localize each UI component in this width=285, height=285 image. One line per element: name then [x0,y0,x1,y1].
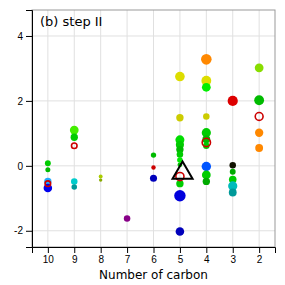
open-point [71,143,77,149]
x-tick: 7 [125,247,131,265]
marks [44,54,264,236]
point [176,227,185,236]
point [203,113,210,120]
x-tick-label: 4 [204,254,210,265]
x-tick-mark [259,247,260,253]
x-tick: 4 [204,247,210,265]
x-tick-mark [233,247,234,253]
x-axis: 2 3 4 5 6 7 8 9 10 [33,247,276,265]
grid-line-x [153,10,154,247]
x-tick: 9 [72,247,78,265]
point [202,162,211,171]
x-tick-label: 7 [125,254,131,265]
point [203,178,210,185]
grid-line-x [100,10,101,247]
point [175,72,185,82]
y-tick-mark [26,166,32,167]
point [150,175,157,182]
x-tick-mark [154,247,155,253]
y-tick-label: -2 [14,225,23,236]
y-tick: 2 [17,96,32,107]
point [45,160,51,166]
background [0,0,285,285]
series-triangle-open [173,161,193,178]
open-point [202,138,210,146]
point [99,175,103,179]
x-tick-label: 5 [178,254,184,265]
y-tick-label: 0 [17,161,23,172]
grid-line-x [232,10,233,247]
open-point [255,113,263,121]
grid-line-x [179,10,180,247]
point [229,162,236,169]
x-tick: 3 [230,247,236,265]
point [255,129,263,137]
point [229,189,237,197]
x-tick-mark [101,247,102,253]
y-tick: 0 [17,161,32,172]
grid-line-x [127,10,128,247]
x-tick: 8 [98,247,104,265]
point [176,114,183,121]
grid-line-x [47,10,48,247]
triangle-marker [173,161,193,178]
plot-frame [32,10,275,247]
series-circle-open [45,113,263,187]
x-tick-mark [74,247,75,253]
grid-line-y [32,230,275,231]
series-circle [44,54,264,236]
point [228,96,238,106]
x-tick: 5 [178,247,184,265]
point [255,63,264,72]
x-tick-label: 8 [98,254,104,265]
x-tick-label: 6 [151,254,157,265]
x-tick-label: 10 [43,254,55,265]
x-tick: 6 [151,247,157,265]
x-tick-label: 2 [257,254,263,265]
point [177,151,184,158]
point [255,144,263,152]
x-tick: 2 [257,247,263,265]
point [71,134,78,141]
x-tick-label: 3 [230,254,236,265]
x-tick-mark [180,247,181,253]
x-tick-mark [206,247,207,253]
point [202,83,211,92]
chart: 2 3 4 5 6 7 8 9 10 -2 0 2 4 (b) step II Number of carb… [0,0,285,285]
grid-line-y [32,35,275,36]
x-axis-line [33,248,276,254]
y-tick-mark [26,101,32,102]
y-tick: -2 [14,225,32,236]
point [124,215,131,222]
point [174,190,185,201]
grid [32,10,275,247]
grid-line-x [259,10,260,247]
point [71,178,78,185]
x-tick-label: 9 [72,254,78,265]
point [45,167,50,172]
point [201,54,212,65]
title: (b) step II [40,14,102,29]
x-axis-title: Number of carbon [99,268,208,282]
y-tick-mark [26,36,32,37]
point [70,126,79,135]
y-axis-line [26,11,33,248]
point [99,178,102,181]
y-tick: 4 [17,31,32,42]
point [151,152,156,157]
x-tick: 10 [43,247,55,265]
y-tick-label: 4 [17,31,23,42]
point [71,184,77,190]
grid-line-y [32,100,275,101]
y-axis: -2 0 2 4 [14,11,32,248]
y-tick-mark [26,231,32,232]
open-point [45,181,51,187]
point [151,165,155,169]
y-tick-label: 2 [17,96,23,107]
x-tick-mark [127,247,128,253]
x-tick-mark [48,247,49,253]
point [254,95,264,105]
point [230,169,236,175]
